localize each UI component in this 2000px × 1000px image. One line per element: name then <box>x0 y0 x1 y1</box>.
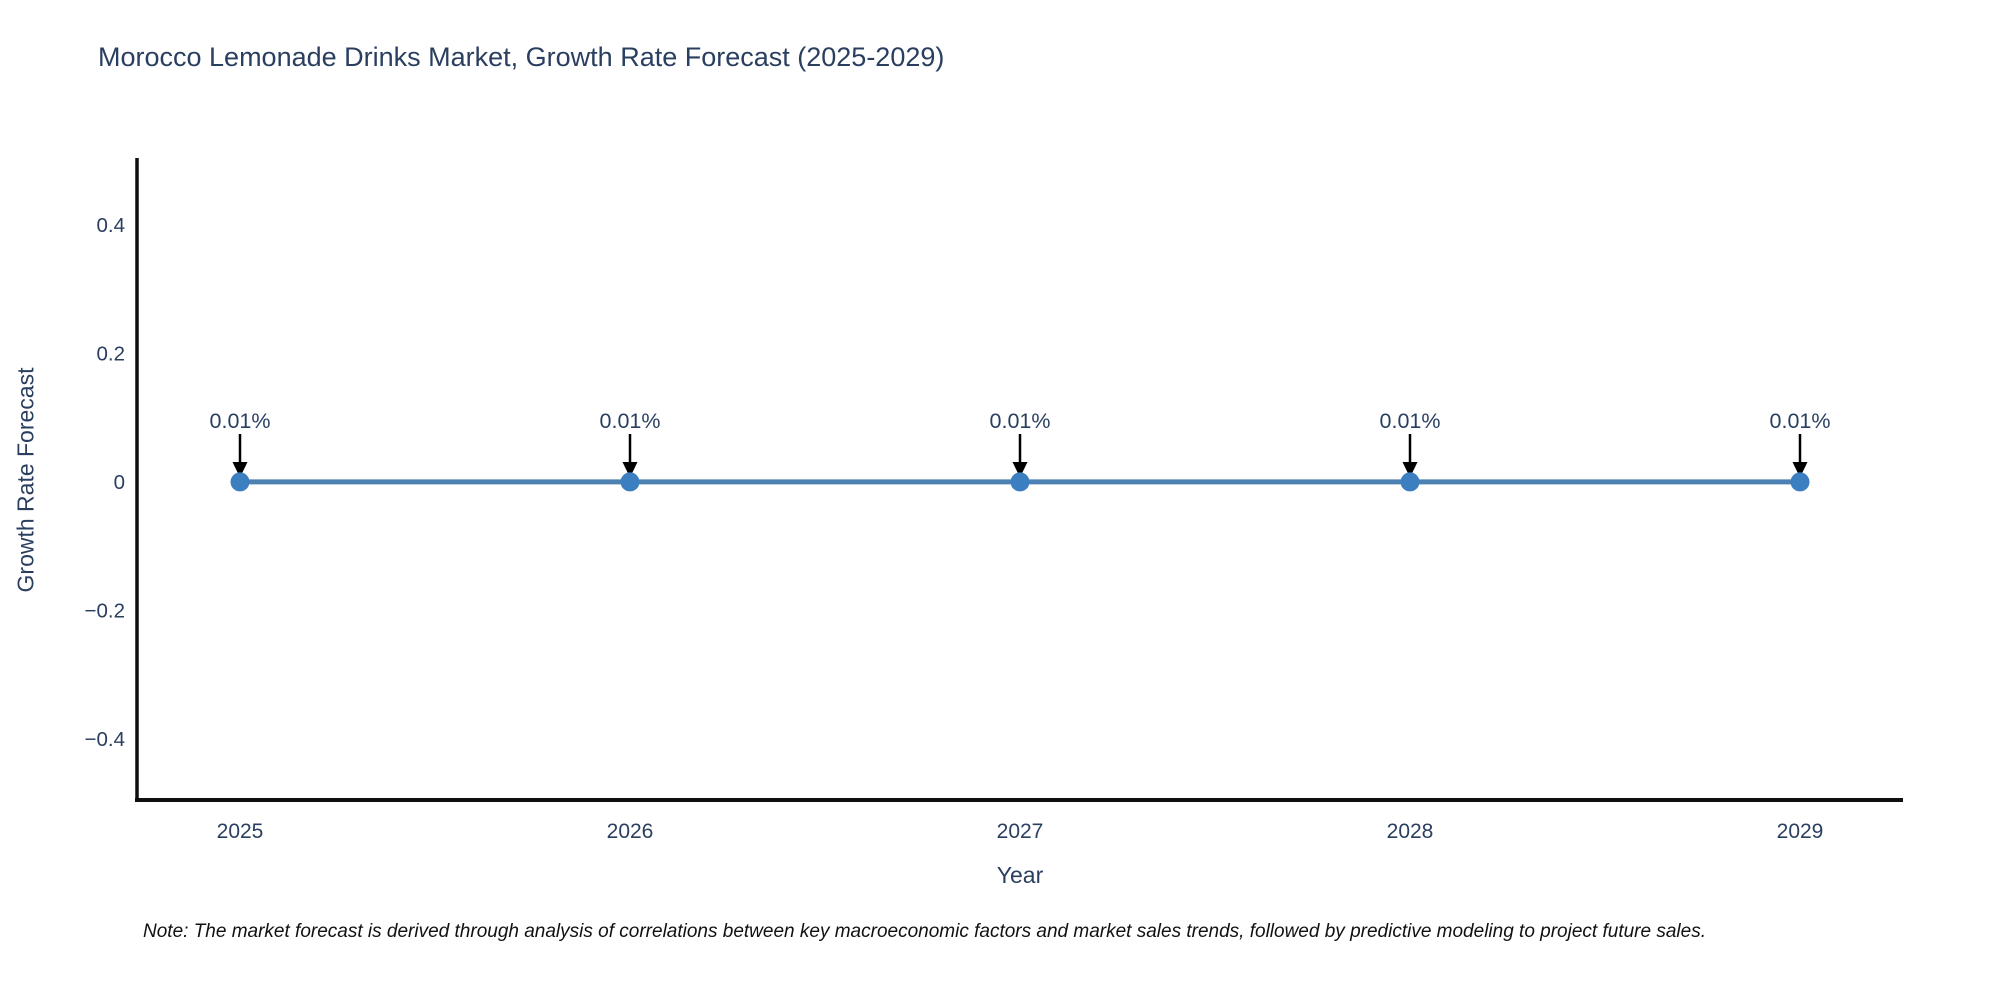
annotation-label: 0.01% <box>1380 409 1441 433</box>
annotation-label: 0.01% <box>990 409 1051 433</box>
x-tick-label: 2027 <box>997 820 1044 843</box>
x-tick-label: 2029 <box>1777 820 1824 843</box>
x-axis-title: Year <box>996 862 1044 888</box>
y-tick-label: 0 <box>114 471 125 494</box>
data-point-marker[interactable] <box>1790 472 1810 492</box>
y-tick-label: −0.4 <box>85 728 125 751</box>
chart-title: Morocco Lemonade Drinks Market, Growth R… <box>98 42 945 72</box>
annotation-label: 0.01% <box>210 409 271 433</box>
x-tick-label: 2028 <box>1387 820 1434 843</box>
footnote: Note: The market forecast is derived thr… <box>143 921 1706 942</box>
annotation-arrow-head <box>232 462 248 478</box>
annotation-arrow-head <box>622 462 638 478</box>
data-point-marker[interactable] <box>1400 472 1420 492</box>
annotation-label: 0.01% <box>1770 409 1831 433</box>
x-tick-label: 2026 <box>607 820 654 843</box>
y-axis-title: Growth Rate Forecast <box>12 367 39 593</box>
y-tick-label: 0.2 <box>97 343 126 366</box>
x-tick-label: 2025 <box>217 820 264 843</box>
annotation-label: 0.01% <box>600 409 661 433</box>
annotation-arrow-head <box>1792 462 1808 478</box>
data-point-marker[interactable] <box>1010 472 1030 492</box>
y-tick-label: 0.4 <box>97 214 126 237</box>
y-tick-label: −0.2 <box>85 600 125 623</box>
data-point-marker[interactable] <box>230 472 250 492</box>
annotation-arrow-head <box>1402 462 1418 478</box>
annotation-arrow-head <box>1012 462 1028 478</box>
data-point-marker[interactable] <box>620 472 640 492</box>
